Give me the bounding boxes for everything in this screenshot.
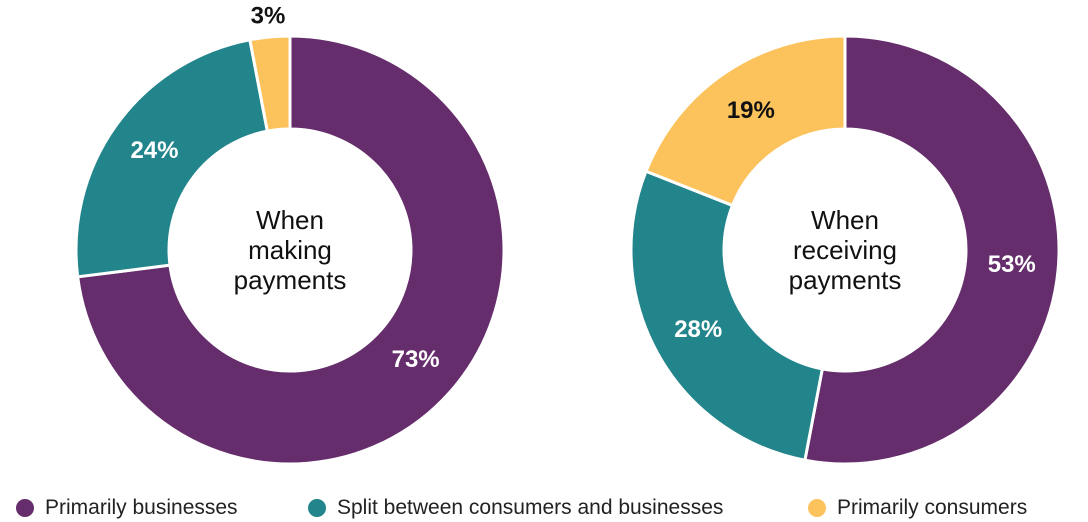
- legend-swatch-primarily-businesses: [16, 499, 34, 517]
- slice-label-primarily-consumers: 19%: [727, 97, 775, 124]
- legend-swatch-primarily-consumers: [808, 499, 826, 517]
- slice-label-primarily-businesses: 53%: [988, 251, 1036, 278]
- slice-label-split: 24%: [130, 137, 178, 164]
- center-title-line: receiving: [793, 235, 897, 265]
- legend: Primarily businesses Split between consu…: [0, 494, 1088, 522]
- legend-item-split: Split between consumers and businesses: [308, 494, 723, 522]
- legend-item-primarily-businesses: Primarily businesses: [16, 494, 238, 522]
- center-title-line: payments: [234, 265, 347, 295]
- legend-label: Primarily businesses: [45, 496, 238, 520]
- slice-label-split: 28%: [674, 316, 722, 343]
- legend-label: Split between consumers and businesses: [337, 496, 723, 520]
- legend-label: Primarily consumers: [837, 496, 1027, 520]
- legend-item-primarily-consumers: Primarily consumers: [808, 494, 1027, 522]
- slice-label-primarily-businesses: 73%: [392, 346, 440, 373]
- center-title-line: When: [256, 205, 324, 235]
- slice-split: [631, 171, 822, 460]
- center-title-line: making: [248, 235, 332, 265]
- center-title-line: When: [811, 205, 879, 235]
- slice-label-primarily-consumers: 3%: [251, 2, 286, 29]
- legend-swatch-split: [308, 499, 326, 517]
- center-title-line: payments: [789, 265, 902, 295]
